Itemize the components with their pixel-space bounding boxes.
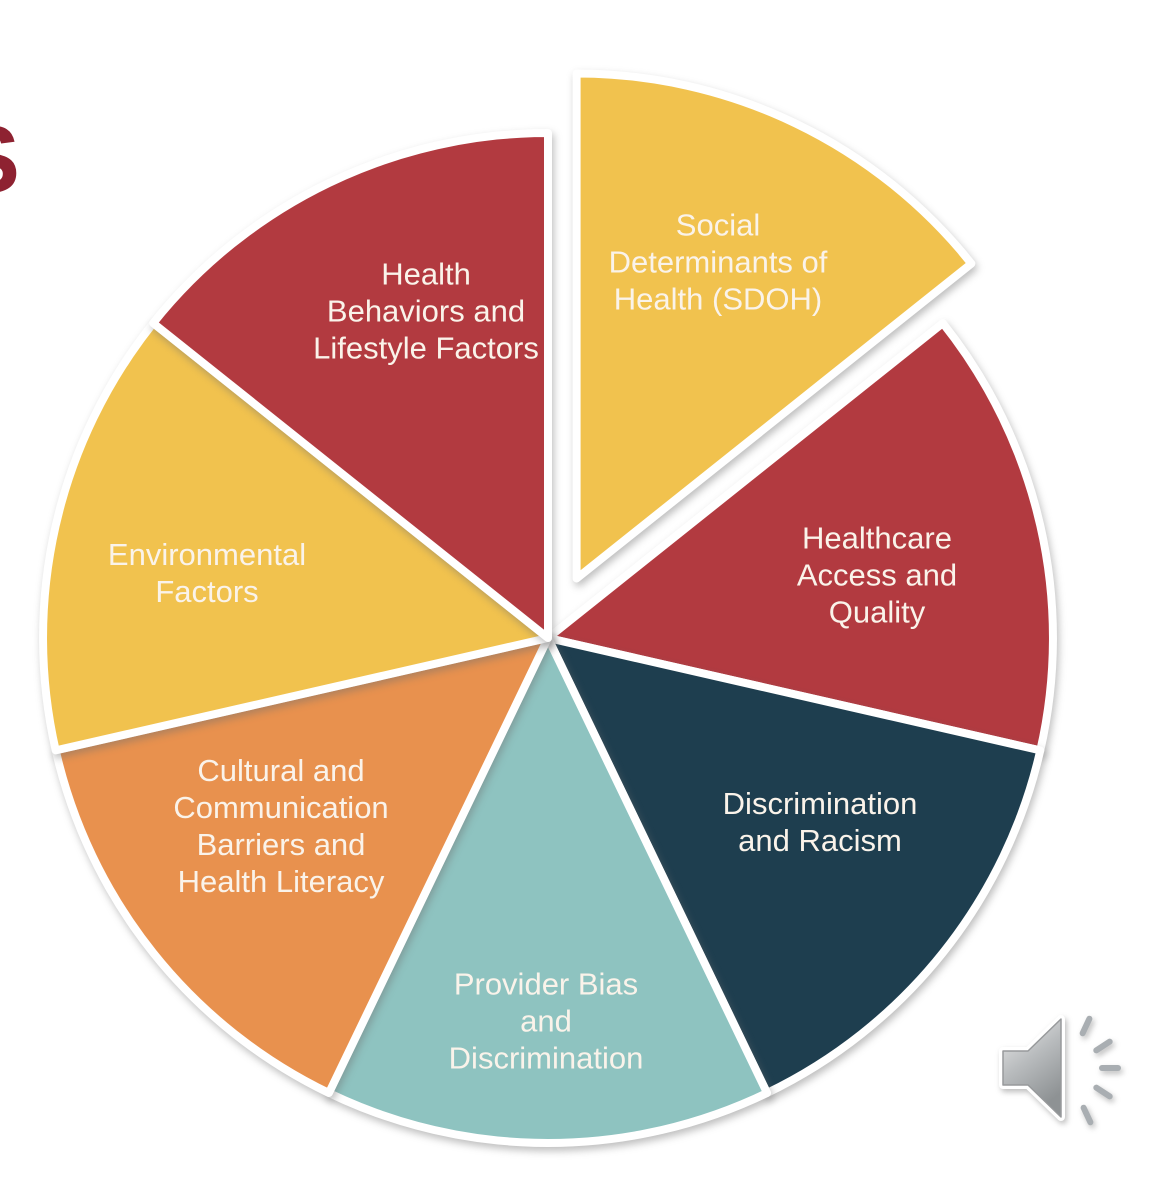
pie-slice-healthcare-access (544, 319, 1057, 755)
speaker-body (1002, 1018, 1062, 1118)
pie-slice-provider-bias (324, 634, 772, 1147)
slide-title-fragment: S (0, 112, 20, 208)
audio-icon[interactable] (999, 1015, 1121, 1126)
pie-slice-health-behaviors (149, 129, 552, 642)
pie-slice-environmental-factors (39, 319, 552, 755)
pie-slice-discrimination-racism (544, 634, 1045, 1097)
sound-waves (1079, 1015, 1121, 1126)
pie-slice-cultural-communication (51, 634, 552, 1097)
pie-slice-social-determinants (572, 69, 976, 583)
